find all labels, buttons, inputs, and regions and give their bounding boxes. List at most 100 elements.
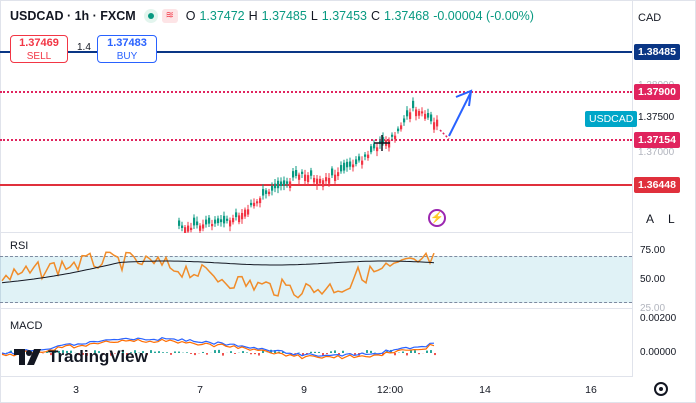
candle-body (331, 168, 334, 176)
candle-body (421, 111, 424, 114)
macd-hist-bar (186, 352, 188, 353)
candle-body (241, 212, 244, 220)
macd-axis (632, 309, 696, 377)
time-tick: 9 (301, 384, 307, 396)
candle-body (244, 209, 247, 217)
candle-body (271, 185, 274, 191)
lightning-icon[interactable]: ⚡ (428, 209, 446, 227)
candle-body (400, 125, 403, 130)
macd-hist-bar (254, 353, 256, 355)
rsi-label: RSI (10, 240, 29, 252)
rsi-line (1, 251, 435, 299)
candle-body (259, 198, 262, 204)
macd-hist-bar (406, 353, 408, 356)
macd-hist-bar (62, 350, 64, 353)
macd-hist-bar (98, 351, 100, 353)
macd-hist-bar (118, 350, 120, 353)
resistance-line[interactable] (0, 51, 632, 53)
dotted-level-lower[interactable] (0, 139, 632, 141)
candle-body (229, 220, 232, 227)
candle-body (313, 177, 316, 183)
settings-gear-icon[interactable] (654, 382, 668, 396)
candle-body (265, 190, 268, 194)
macd-hist-bar (158, 351, 160, 353)
candle-body (391, 134, 394, 137)
macd-hist-bar (222, 353, 224, 356)
log-scale-button[interactable]: L (668, 212, 675, 226)
candle-body (376, 147, 379, 152)
macd-hist-bar (426, 350, 428, 353)
candle-body (340, 165, 343, 172)
candle-body (178, 220, 181, 226)
price-tick: 1.37000 (638, 147, 675, 158)
candle-body (256, 201, 259, 204)
time-axis[interactable] (0, 377, 632, 403)
macd-hist-bar (262, 349, 264, 353)
macd-hist-bar (166, 352, 168, 353)
ohlc-change: -0.00004 (-0.00%) (433, 9, 534, 23)
macd-signal-line (1, 338, 435, 360)
candle-body (184, 227, 187, 233)
dotted-level-upper[interactable] (0, 91, 632, 93)
candle-body (319, 178, 322, 184)
macd-hist-bar (154, 351, 156, 353)
macd-hist-bar (366, 350, 368, 353)
macd-hist-bar (86, 353, 88, 356)
candle-body (247, 209, 250, 215)
auto-scale-button[interactable]: A (646, 212, 655, 226)
macd-tick: 0.00000 (640, 347, 677, 358)
macd-hist-bar (414, 350, 416, 353)
macd-pane[interactable] (0, 309, 632, 377)
macd-hist-bar (250, 353, 252, 355)
candle-body (289, 181, 292, 188)
macd-hist-bar (242, 351, 244, 353)
sell-label: SELL (26, 51, 52, 62)
candle-body (373, 143, 376, 149)
candle-body (196, 221, 199, 226)
flag-icon[interactable]: ≋ (161, 9, 178, 23)
macd-hist-bar (282, 351, 284, 353)
candle-body (337, 172, 340, 177)
projection-arrow-line (448, 91, 472, 137)
currency-button[interactable]: CAD (638, 12, 662, 24)
level-tag-lower[interactable]: 1.37154 (634, 132, 680, 148)
macd-hist-bar (234, 353, 236, 354)
macd-hist-bar (66, 350, 68, 353)
candle-body (217, 218, 220, 224)
macd-hist-bar (178, 351, 180, 353)
macd-hist-bar (150, 350, 152, 353)
sell-button[interactable]: 1.37469 SELL (10, 35, 68, 63)
macd-hist-bar (294, 353, 296, 354)
level-tag-upper[interactable]: 1.37900 (634, 84, 680, 100)
candle-body (397, 128, 400, 132)
rsi-plot (1, 251, 435, 299)
level-tag-support[interactable]: 1.36448 (634, 177, 680, 193)
symbol-info[interactable]: USDCAD · 1h · FXCM (10, 9, 136, 23)
macd-hist-bar (334, 350, 336, 353)
rsi-pane[interactable] (0, 233, 632, 309)
candle-body (370, 146, 373, 153)
macd-hist-bar (170, 353, 172, 355)
macd-hist-bar (314, 351, 316, 353)
candle-body (349, 161, 352, 167)
candle-body (409, 112, 412, 119)
price-tick: 1.37500 (638, 112, 675, 123)
candle-body (334, 174, 337, 182)
price-pane[interactable] (0, 0, 632, 233)
candle-body (316, 178, 319, 186)
candle-body (346, 161, 349, 168)
candle-body (430, 114, 433, 122)
price-candles (178, 89, 473, 233)
candle-body (283, 180, 286, 186)
candle-body (310, 170, 313, 176)
time-tick: 3 (73, 384, 79, 396)
candle-body (307, 175, 310, 183)
symbol-tag[interactable]: USDCAD (585, 111, 638, 127)
candle-body (292, 171, 295, 178)
ohlc-close: 1.37468 (384, 9, 430, 23)
level-tag-resistance[interactable]: 1.38485 (634, 44, 680, 60)
buy-button[interactable]: 1.37483 BUY (97, 35, 157, 63)
macd-hist-bar (94, 350, 96, 353)
candle-body (325, 177, 328, 182)
symbol-header: USDCAD · 1h · FXCM ≋ O 1.37472 H 1.37485 L… (10, 9, 534, 23)
